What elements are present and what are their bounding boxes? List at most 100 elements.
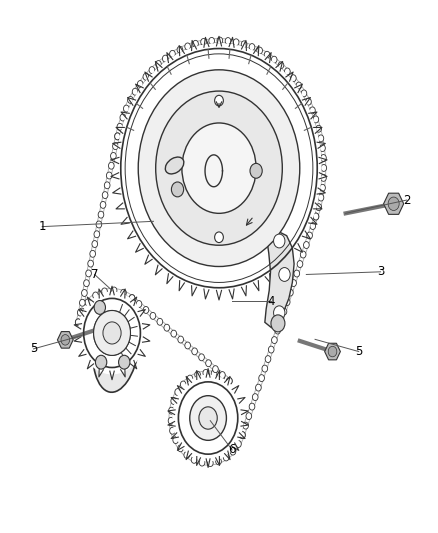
Circle shape (155, 61, 161, 68)
Ellipse shape (165, 157, 184, 174)
Circle shape (185, 342, 191, 349)
Circle shape (226, 377, 232, 384)
Circle shape (268, 346, 274, 353)
Circle shape (257, 47, 262, 54)
Circle shape (306, 98, 311, 105)
Circle shape (169, 407, 174, 414)
Circle shape (215, 458, 221, 465)
Circle shape (94, 311, 131, 356)
Circle shape (271, 315, 285, 332)
Circle shape (249, 44, 255, 51)
Circle shape (182, 123, 256, 213)
Circle shape (93, 292, 99, 299)
Circle shape (143, 74, 149, 80)
Circle shape (201, 38, 206, 45)
Circle shape (316, 204, 321, 211)
Circle shape (264, 51, 270, 58)
Polygon shape (265, 232, 294, 328)
Circle shape (271, 56, 277, 63)
Circle shape (281, 308, 287, 315)
Circle shape (172, 374, 244, 462)
Circle shape (136, 301, 142, 308)
Circle shape (132, 88, 138, 95)
Circle shape (102, 288, 107, 295)
Circle shape (321, 165, 327, 172)
Circle shape (86, 270, 92, 277)
Circle shape (88, 260, 93, 267)
Circle shape (310, 107, 315, 114)
Circle shape (170, 427, 175, 434)
Circle shape (184, 451, 190, 458)
Circle shape (170, 51, 175, 58)
Text: 3: 3 (377, 265, 384, 278)
Circle shape (175, 389, 180, 395)
Circle shape (193, 41, 198, 47)
Circle shape (223, 454, 229, 461)
Circle shape (318, 135, 324, 142)
Circle shape (290, 75, 296, 82)
Circle shape (103, 322, 121, 344)
Circle shape (246, 413, 252, 419)
Circle shape (102, 192, 108, 199)
Circle shape (225, 38, 231, 44)
Circle shape (217, 37, 223, 44)
Circle shape (121, 289, 126, 296)
Circle shape (113, 143, 118, 150)
Circle shape (297, 261, 303, 268)
Circle shape (94, 301, 106, 314)
Polygon shape (384, 193, 404, 214)
Circle shape (90, 251, 95, 257)
Circle shape (321, 155, 326, 161)
Text: 1: 1 (39, 220, 46, 233)
Circle shape (296, 82, 302, 89)
Circle shape (111, 287, 117, 294)
Circle shape (162, 55, 168, 62)
Circle shape (84, 280, 89, 287)
Circle shape (215, 232, 223, 243)
Circle shape (117, 43, 321, 293)
Text: 4: 4 (268, 295, 275, 308)
Circle shape (75, 319, 81, 326)
Circle shape (109, 162, 114, 169)
Circle shape (328, 346, 337, 357)
Polygon shape (57, 332, 73, 348)
Circle shape (191, 456, 197, 463)
Circle shape (250, 164, 262, 178)
Circle shape (61, 335, 70, 345)
Circle shape (259, 375, 265, 382)
Circle shape (85, 299, 91, 306)
Circle shape (321, 174, 326, 181)
Circle shape (199, 354, 205, 361)
Circle shape (106, 172, 112, 179)
Circle shape (215, 95, 223, 106)
Circle shape (171, 398, 177, 405)
Circle shape (124, 105, 129, 112)
Polygon shape (325, 343, 340, 360)
Circle shape (274, 306, 285, 320)
Circle shape (278, 318, 284, 325)
Circle shape (164, 324, 170, 331)
Circle shape (168, 417, 174, 424)
Circle shape (284, 298, 290, 305)
Circle shape (79, 308, 85, 315)
Circle shape (310, 223, 316, 230)
Circle shape (75, 319, 81, 326)
Circle shape (206, 360, 212, 367)
Circle shape (285, 68, 290, 75)
Text: 5: 5 (355, 345, 362, 358)
Circle shape (149, 67, 155, 74)
Circle shape (178, 336, 184, 343)
Circle shape (240, 432, 245, 439)
Circle shape (180, 381, 186, 388)
Circle shape (103, 322, 121, 344)
Circle shape (313, 213, 319, 220)
Circle shape (272, 337, 277, 344)
Circle shape (78, 292, 146, 374)
Circle shape (320, 184, 325, 191)
Circle shape (150, 312, 156, 319)
Circle shape (115, 133, 120, 140)
Circle shape (226, 377, 232, 384)
Circle shape (177, 46, 183, 53)
Circle shape (187, 375, 193, 382)
Circle shape (230, 448, 236, 455)
